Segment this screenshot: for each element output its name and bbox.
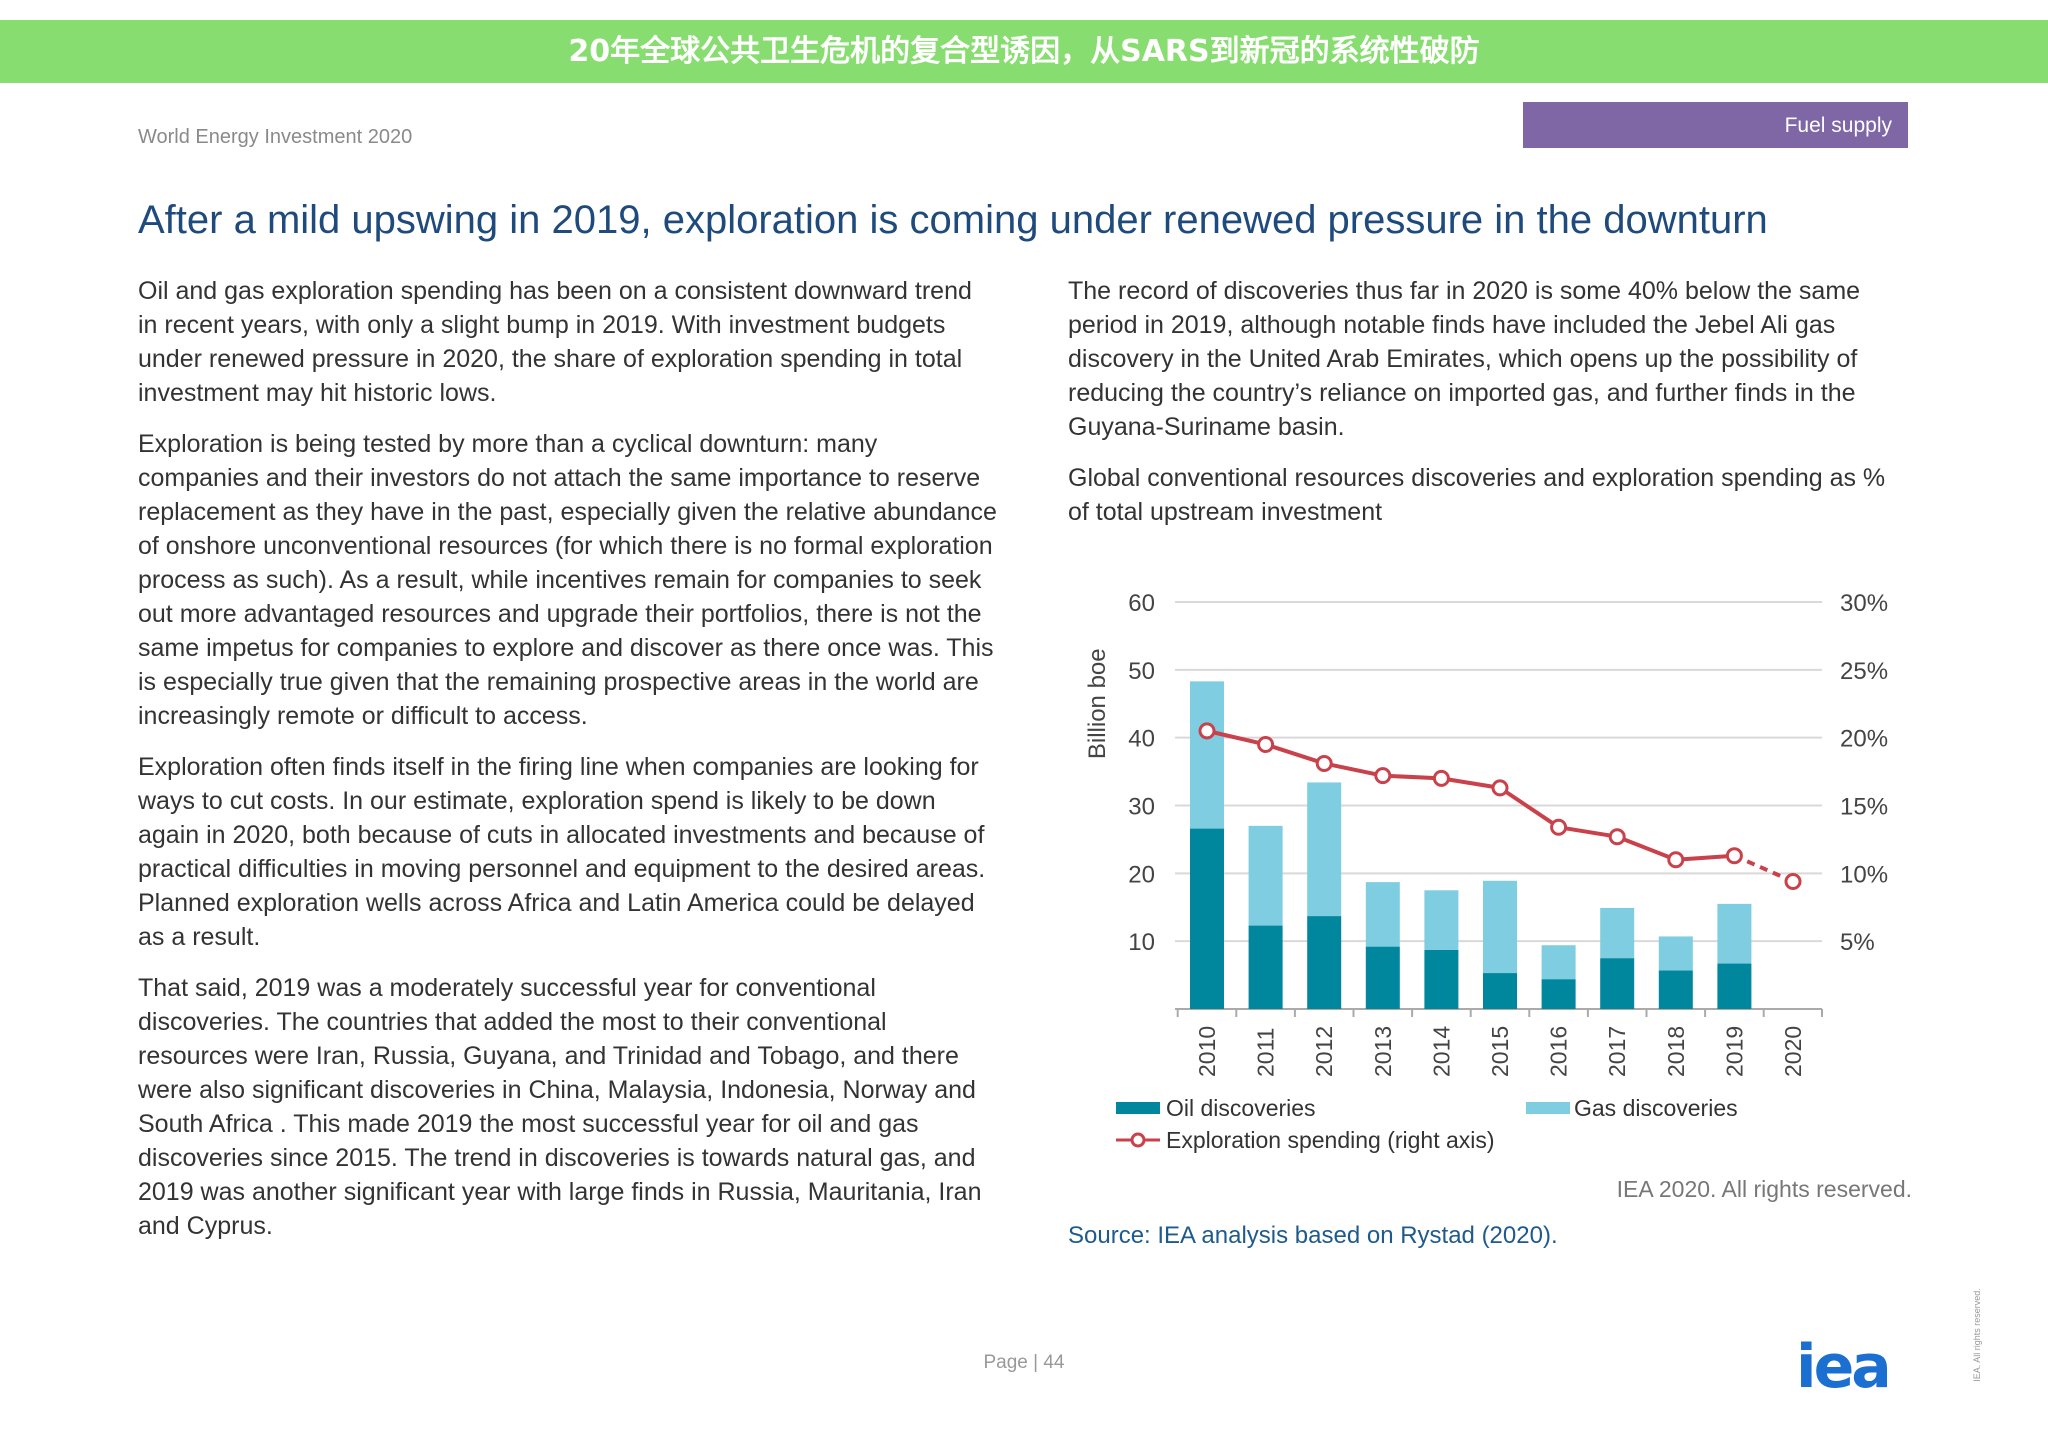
line-point (1432, 769, 1450, 787)
bar-gas-discoveries (1190, 681, 1224, 829)
bar-gas-discoveries (1307, 782, 1342, 917)
x-tick-label: 2016 (1546, 1026, 1572, 1077)
legend-label: Oil discoveries (1166, 1095, 1316, 1121)
bar-oil-discoveries (1307, 916, 1342, 1009)
line-segment (1323, 761, 1384, 778)
line-point (1550, 818, 1568, 836)
paragraph: Oil and gas exploration spending has bee… (138, 277, 972, 407)
y-tick-label: 40 (1128, 726, 1155, 753)
page-number: Page | 44 (983, 1352, 1065, 1373)
line-segment (1206, 728, 1267, 747)
x-tick-label: 2012 (1311, 1026, 1337, 1077)
bar-oil-discoveries (1248, 925, 1283, 1009)
y2-tick-label: 15% (1840, 794, 1888, 821)
y2-tick-label: 10% (1840, 861, 1888, 888)
bar-gas-discoveries (1424, 890, 1459, 950)
bar-gas-discoveries (1658, 936, 1693, 971)
x-tick-label: 2014 (1428, 1026, 1454, 1077)
line-point (1667, 851, 1685, 869)
chart-title: Global conventional resources discoverie… (1068, 464, 1886, 526)
bar-oil-discoveries (1600, 958, 1635, 1009)
line-point (1725, 847, 1743, 865)
x-tick-label: 2020 (1780, 1026, 1806, 1077)
x-tick-label: 2015 (1487, 1026, 1513, 1077)
y-tick-label: 20 (1128, 861, 1155, 888)
document-header: World Energy Investment 2020 (138, 126, 413, 148)
line-point (1784, 872, 1802, 890)
bar-oil-discoveries (1541, 979, 1576, 1009)
line-point (1257, 735, 1275, 753)
paragraph: Exploration often finds itself in the fi… (138, 753, 986, 951)
y2-tick-label: 20% (1840, 726, 1888, 753)
y-tick-label: 50 (1128, 658, 1155, 685)
bar-gas-discoveries (1600, 907, 1635, 959)
line-segment (1441, 776, 1501, 790)
y2-tick-label: 5% (1840, 929, 1875, 956)
legend-swatch-point (1130, 1132, 1146, 1148)
y2-tick-label: 25% (1840, 658, 1888, 685)
line-segment (1733, 853, 1794, 884)
bar-oil-discoveries (1365, 946, 1400, 1009)
y-tick-label: 30 (1128, 794, 1155, 821)
paragraph: The record of discoveries thus far in 20… (1068, 277, 1861, 441)
line-point (1315, 754, 1333, 772)
line-segment (1382, 773, 1442, 781)
iea-logo: iea (1796, 1332, 1892, 1402)
bar-gas-discoveries (1365, 882, 1400, 947)
section-tag: Fuel supply (1523, 102, 1908, 148)
line-segment (1264, 742, 1325, 766)
vertical-rights-note: IEA. All rights reserved. (1971, 1288, 1982, 1382)
bar-oil-discoveries (1658, 970, 1693, 1009)
bar-oil-discoveries (1190, 828, 1224, 1009)
line-segment (1498, 786, 1560, 829)
y-tick-label: 10 (1128, 929, 1155, 956)
paragraph: Exploration is being tested by more than… (138, 430, 997, 730)
bar-oil-discoveries (1483, 973, 1517, 1009)
line-segment (1675, 853, 1735, 862)
bar-gas-discoveries (1248, 825, 1283, 926)
x-tick-label: 2013 (1370, 1026, 1396, 1077)
legend-swatch-gas (1526, 1102, 1570, 1114)
right-column: The record of discoveries thus far in 20… (1068, 274, 1908, 546)
line-segment (1558, 825, 1618, 839)
bar-gas-discoveries (1717, 903, 1752, 964)
source-link[interactable]: Source: IEA analysis based on Rystad (20… (1068, 1222, 1558, 1249)
x-tick-label: 2011 (1253, 1028, 1279, 1077)
line-point (1608, 828, 1626, 846)
bar-oil-discoveries (1717, 963, 1752, 1009)
paragraph: That said, 2019 was a moderately success… (138, 974, 982, 1240)
y2-tick-label: 30% (1840, 590, 1888, 617)
left-column: Oil and gas exploration spending has bee… (138, 274, 998, 1260)
y-axis-label: Billion boe (1084, 648, 1111, 759)
chart: 10 5% 20 10% 30 15% 40 20% 50 25% 60 30% Billion boe… (1084, 590, 1888, 1153)
x-tick-label: 2017 (1604, 1026, 1630, 1077)
x-tick-label: 2018 (1663, 1026, 1689, 1077)
legend-swatch-oil (1116, 1102, 1160, 1114)
bar-oil-discoveries (1424, 949, 1459, 1009)
y-tick-label: 60 (1128, 590, 1155, 617)
overlay-banner: 20年全球公共卫生危机的复合型诱因，从SARS到新冠的系统性破防 (0, 20, 2048, 83)
line-point (1374, 767, 1392, 785)
x-tick-label: 2010 (1194, 1026, 1220, 1077)
legend-label: Exploration spending (right axis) (1166, 1127, 1495, 1153)
bar-gas-discoveries (1483, 880, 1517, 974)
bar-gas-discoveries (1541, 945, 1576, 980)
x-tick-label: 2019 (1721, 1026, 1747, 1077)
rights-note: IEA 2020. All rights reserved. (1616, 1176, 1912, 1202)
page-title: After a mild upswing in 2019, exploratio… (138, 198, 1768, 242)
line-point (1491, 779, 1509, 797)
line-segment (1616, 834, 1677, 862)
line-point (1198, 722, 1216, 740)
legend-label: Gas discoveries (1574, 1095, 1738, 1121)
